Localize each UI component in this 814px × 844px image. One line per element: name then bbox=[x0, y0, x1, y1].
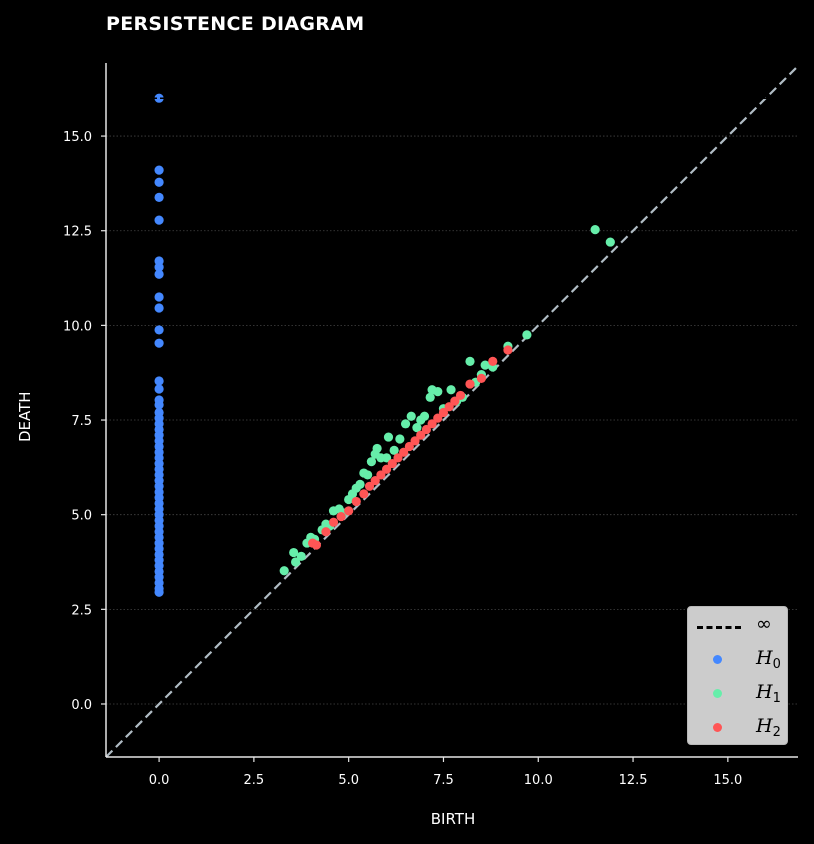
legend-label: H1 bbox=[756, 681, 781, 706]
series-h0 bbox=[154, 93, 164, 597]
svg-text:5.0: 5.0 bbox=[71, 509, 92, 524]
y-axis-label: DEATH bbox=[16, 391, 34, 442]
svg-text:12.5: 12.5 bbox=[619, 773, 648, 788]
dot-icon bbox=[713, 689, 722, 698]
chart-title: PERSISTENCE DIAGRAM bbox=[106, 13, 365, 35]
svg-text:0.0: 0.0 bbox=[149, 773, 170, 788]
series-h2 bbox=[308, 345, 513, 550]
legend-item-h2: H2 bbox=[688, 711, 787, 741]
svg-text:5.0: 5.0 bbox=[338, 773, 359, 788]
svg-text:10.0: 10.0 bbox=[63, 319, 92, 334]
svg-text:2.5: 2.5 bbox=[244, 773, 265, 788]
legend-label: ∞ bbox=[756, 613, 772, 635]
svg-text:2.5: 2.5 bbox=[71, 603, 92, 618]
legend-label: H2 bbox=[756, 715, 781, 740]
dashed-line-icon bbox=[697, 626, 741, 629]
svg-text:0.0: 0.0 bbox=[71, 698, 92, 713]
dot-icon bbox=[713, 655, 722, 664]
svg-text:10.0: 10.0 bbox=[524, 773, 553, 788]
legend-item-h0: H0 bbox=[688, 643, 787, 673]
legend-label: H0 bbox=[756, 647, 781, 672]
legend: ∞ H0 H1 H2 bbox=[687, 606, 788, 745]
legend-item-h1: H1 bbox=[688, 677, 787, 707]
dot-icon bbox=[713, 723, 722, 732]
svg-text:7.5: 7.5 bbox=[433, 773, 454, 788]
x-axis-label: BIRTH bbox=[430, 810, 476, 828]
legend-item-infinity: ∞ bbox=[688, 609, 787, 639]
svg-text:15.0: 15.0 bbox=[63, 130, 92, 145]
svg-text:15.0: 15.0 bbox=[713, 773, 742, 788]
diagonal-line bbox=[105, 65, 799, 758]
data-points bbox=[106, 93, 798, 597]
axes: 0.0 2.5 5.0 7.5 10.0 12.5 15.0 0.0 2.5 5.0 7.5 10.0… bbox=[63, 63, 798, 788]
svg-text:7.5: 7.5 bbox=[71, 414, 92, 429]
svg-text:12.5: 12.5 bbox=[63, 225, 92, 240]
